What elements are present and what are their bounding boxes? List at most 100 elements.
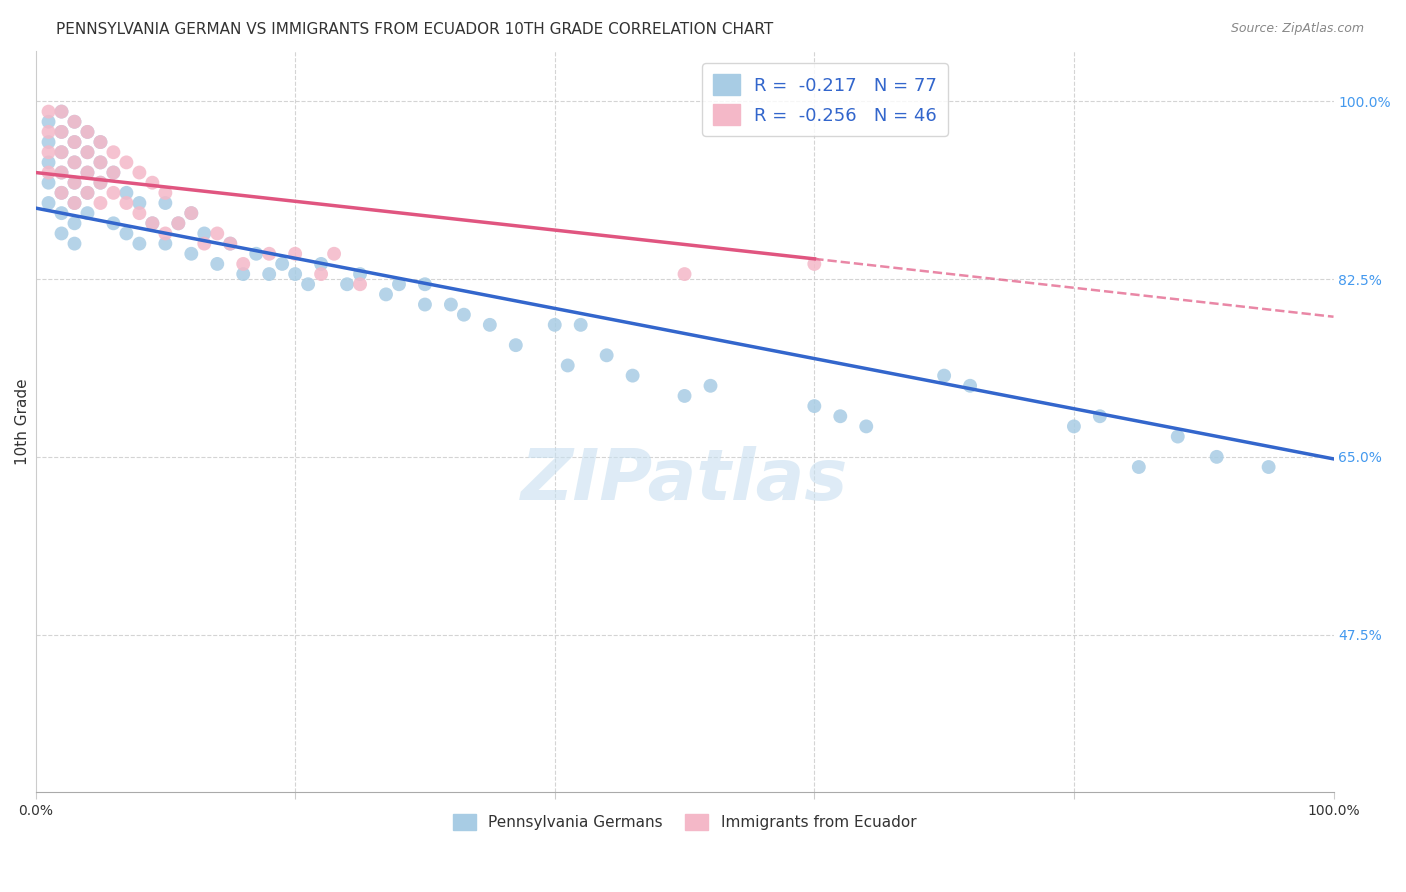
Point <box>38 135 60 149</box>
Y-axis label: 10th Grade: 10th Grade <box>15 378 30 465</box>
Point <box>271 257 294 271</box>
Point <box>76 186 98 200</box>
Point <box>1205 450 1227 464</box>
Point <box>219 236 242 251</box>
Point <box>180 206 202 220</box>
Point <box>284 267 307 281</box>
Point <box>673 267 696 281</box>
Point <box>141 176 163 190</box>
Point <box>167 216 190 230</box>
Point <box>89 176 111 190</box>
Point <box>932 368 955 383</box>
Point <box>453 308 475 322</box>
Point <box>51 186 73 200</box>
Point <box>413 297 436 311</box>
Point <box>38 115 60 129</box>
Point <box>193 236 215 251</box>
Point <box>51 145 73 160</box>
Point <box>830 409 852 424</box>
Point <box>63 236 86 251</box>
Point <box>76 125 98 139</box>
Point <box>219 236 242 251</box>
Point <box>115 227 138 241</box>
Point <box>51 125 73 139</box>
Point <box>63 196 86 211</box>
Point <box>89 176 111 190</box>
Point <box>557 359 579 373</box>
Point <box>51 165 73 179</box>
Point <box>141 216 163 230</box>
Point <box>232 257 254 271</box>
Point <box>51 165 73 179</box>
Point <box>388 277 411 292</box>
Point <box>38 176 60 190</box>
Point <box>440 297 463 311</box>
Point <box>297 277 319 292</box>
Point <box>115 186 138 200</box>
Point <box>1063 419 1085 434</box>
Point <box>141 216 163 230</box>
Point <box>595 348 617 362</box>
Point <box>959 378 981 392</box>
Point <box>76 206 98 220</box>
Point <box>349 277 371 292</box>
Point <box>855 419 877 434</box>
Point <box>155 227 177 241</box>
Point <box>349 267 371 281</box>
Point <box>103 216 125 230</box>
Point <box>63 176 86 190</box>
Point <box>38 155 60 169</box>
Point <box>180 246 202 260</box>
Point <box>63 155 86 169</box>
Point <box>128 196 150 211</box>
Point <box>76 186 98 200</box>
Point <box>103 186 125 200</box>
Point <box>569 318 592 332</box>
Point <box>128 206 150 220</box>
Point <box>103 165 125 179</box>
Point <box>207 257 229 271</box>
Point <box>803 257 825 271</box>
Point <box>1088 409 1111 424</box>
Point <box>51 104 73 119</box>
Point <box>38 145 60 160</box>
Point <box>51 145 73 160</box>
Point <box>89 135 111 149</box>
Point <box>89 196 111 211</box>
Point <box>193 227 215 241</box>
Legend: Pennsylvania Germans, Immigrants from Ecuador: Pennsylvania Germans, Immigrants from Ec… <box>447 808 922 836</box>
Text: Source: ZipAtlas.com: Source: ZipAtlas.com <box>1230 22 1364 36</box>
Point <box>63 176 86 190</box>
Point <box>167 216 190 230</box>
Point <box>323 246 346 260</box>
Point <box>155 186 177 200</box>
Point <box>63 115 86 129</box>
Point <box>51 206 73 220</box>
Point <box>103 165 125 179</box>
Point <box>375 287 398 301</box>
Point <box>257 246 280 260</box>
Point <box>51 227 73 241</box>
Point <box>544 318 567 332</box>
Point <box>309 257 332 271</box>
Point <box>505 338 527 352</box>
Point <box>63 196 86 211</box>
Point <box>63 135 86 149</box>
Point <box>115 196 138 211</box>
Point <box>128 236 150 251</box>
Point <box>413 277 436 292</box>
Point <box>115 155 138 169</box>
Point <box>103 145 125 160</box>
Point <box>38 196 60 211</box>
Point <box>76 165 98 179</box>
Point <box>245 246 267 260</box>
Point <box>155 236 177 251</box>
Point <box>803 399 825 413</box>
Point <box>76 125 98 139</box>
Point <box>128 165 150 179</box>
Point <box>63 115 86 129</box>
Point <box>76 145 98 160</box>
Point <box>63 135 86 149</box>
Point <box>38 165 60 179</box>
Point <box>309 267 332 281</box>
